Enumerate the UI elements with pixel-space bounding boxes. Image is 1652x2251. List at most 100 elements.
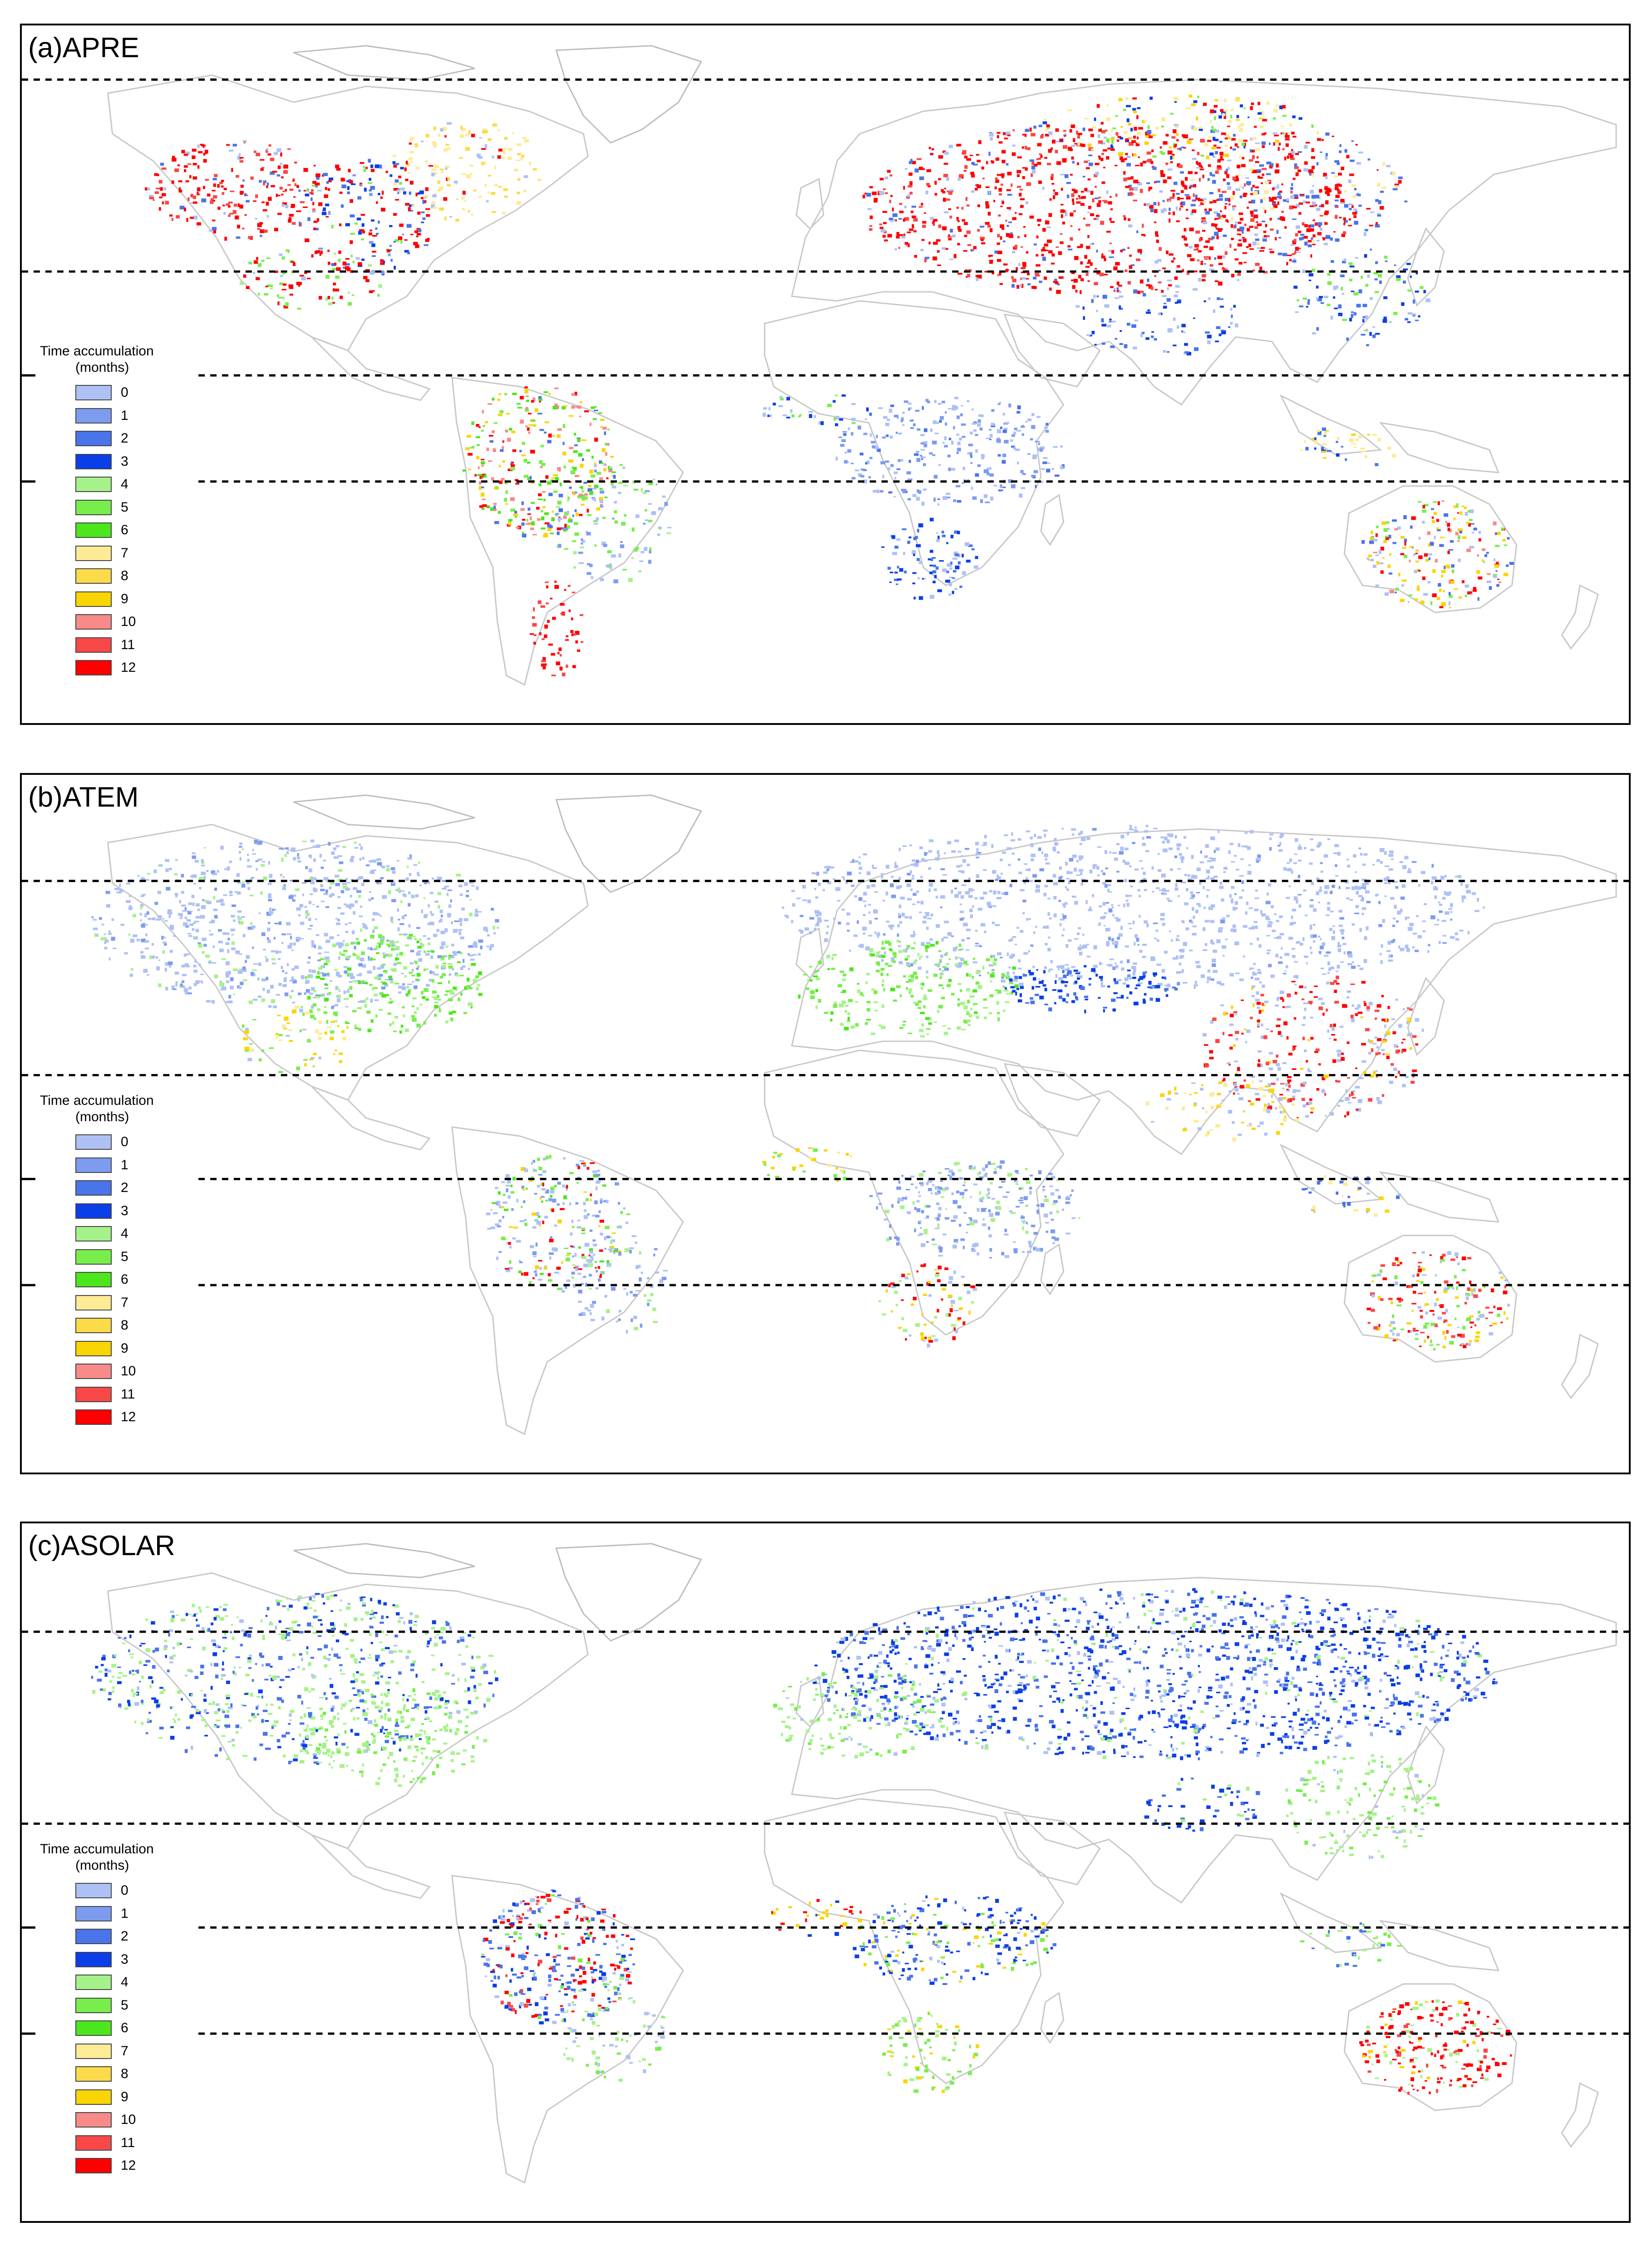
land-outline xyxy=(1561,584,1599,650)
land-outline xyxy=(311,1086,431,1151)
legend-label: 6 xyxy=(121,1272,128,1287)
legend-label: 11 xyxy=(121,1386,135,1402)
legend-swatch xyxy=(75,2066,112,2082)
legend: Time accumulation (months) 0 1 2 3 4 5 6 7 8 9 10 1… xyxy=(40,1841,222,2177)
world-basemap xyxy=(107,794,1617,1435)
land-outline xyxy=(1343,1235,1518,1363)
land-outline xyxy=(1003,1811,1101,1886)
legend-label: 12 xyxy=(121,660,136,675)
legend-rows: 0 1 2 3 4 5 6 7 8 9 10 11 12 xyxy=(40,1879,222,2177)
legend-swatch xyxy=(75,2043,112,2059)
legend-label: 3 xyxy=(121,1203,128,1218)
land-outline xyxy=(555,45,702,144)
legend-item: 0 xyxy=(40,381,222,404)
legend-item: 1 xyxy=(40,1154,222,1177)
legend-swatch xyxy=(75,499,112,515)
legend-swatch xyxy=(75,1295,112,1310)
legend-label: 8 xyxy=(121,568,128,584)
land-outline xyxy=(1040,1243,1065,1295)
legend-rows: 0 1 2 3 4 5 6 7 8 9 10 11 12 xyxy=(40,1131,222,1429)
legend-swatch xyxy=(75,1180,112,1196)
legend-item: 5 xyxy=(40,1246,222,1269)
land-outline xyxy=(107,1572,589,1850)
legend-item: 9 xyxy=(40,2086,222,2109)
land-outline xyxy=(1040,1992,1065,2044)
legend-swatch xyxy=(75,1386,112,1402)
land-outline xyxy=(795,177,824,230)
legend-swatch xyxy=(75,1906,112,1921)
legend-swatch xyxy=(75,2135,112,2151)
latitude-lines xyxy=(22,78,1629,483)
land-outline xyxy=(1407,1725,1445,1805)
legend-item: 11 xyxy=(40,2132,222,2155)
legend-item: 9 xyxy=(40,1337,222,1360)
legend-swatch xyxy=(75,431,112,447)
legend-item: 9 xyxy=(40,588,222,611)
land-outline xyxy=(1561,2082,1599,2148)
legend-label: 10 xyxy=(121,614,136,630)
land-outline xyxy=(1003,1063,1101,1137)
land-outline xyxy=(1279,394,1383,455)
legend-label: 2 xyxy=(121,431,128,446)
legend-item: 10 xyxy=(40,1360,222,1383)
legend-swatch xyxy=(75,1203,112,1219)
land-outline xyxy=(451,377,684,686)
legend-swatch xyxy=(75,408,112,424)
legend-swatch xyxy=(75,1272,112,1288)
legend-item: 6 xyxy=(40,519,222,542)
legend-title: Time accumulation xyxy=(40,1093,154,1108)
latitude-lines xyxy=(22,1630,1629,2035)
legend-item: 12 xyxy=(40,2154,222,2177)
legend-subtitle: (months) xyxy=(75,1858,129,1873)
legend-title: Time accumulation xyxy=(40,1842,154,1857)
land-outline xyxy=(1279,1892,1383,1953)
legend-item: 3 xyxy=(40,450,222,473)
legend-swatch xyxy=(75,385,112,401)
legend-swatch xyxy=(75,1409,112,1425)
land-outline xyxy=(1040,494,1065,546)
legend-item: 11 xyxy=(40,1383,222,1406)
world-basemap xyxy=(107,1543,1617,2184)
legend-swatch xyxy=(75,1249,112,1265)
legend-swatch xyxy=(75,568,112,584)
legend-label: 11 xyxy=(121,2135,135,2150)
land-outline xyxy=(555,1543,702,1642)
legend-swatch xyxy=(75,545,112,561)
legend-item: 7 xyxy=(40,542,222,565)
land-outline xyxy=(791,79,1617,406)
legend-label: 1 xyxy=(121,1157,128,1172)
land-outline xyxy=(555,794,702,893)
legend-label: 0 xyxy=(121,1883,128,1898)
legend-swatch xyxy=(75,2112,112,2128)
legend-swatch xyxy=(75,1340,112,1356)
legend-item: 12 xyxy=(40,656,222,680)
land-outline xyxy=(1379,422,1499,473)
legend-swatch xyxy=(75,1883,112,1899)
legend-swatch xyxy=(75,660,112,676)
legend-label: 1 xyxy=(121,408,128,423)
legend-label: 7 xyxy=(121,545,128,561)
legend-label: 0 xyxy=(121,385,128,400)
legend-item: 10 xyxy=(40,2108,222,2132)
legend-subtitle: (months) xyxy=(75,1109,129,1124)
land-outline xyxy=(451,1875,684,2184)
land-outline xyxy=(791,1576,1617,1904)
legend-label: 9 xyxy=(121,591,128,606)
legend-swatch xyxy=(75,614,112,630)
accumulation-pattern xyxy=(144,94,1514,677)
legend-item: 8 xyxy=(40,565,222,588)
legend-swatch xyxy=(75,453,112,469)
legend-label: 5 xyxy=(121,499,128,515)
accumulation-pattern xyxy=(91,1588,1512,2095)
map-apre xyxy=(22,45,1629,686)
legend: Time accumulation (months) 0 1 2 3 4 5 6 7 8 9 10 1… xyxy=(40,1093,222,1429)
legend-item: 5 xyxy=(40,496,222,519)
land-outline xyxy=(1343,485,1518,613)
map-atem xyxy=(22,794,1629,1435)
legend-label: 2 xyxy=(121,1929,128,1944)
legend-item: 6 xyxy=(40,2017,222,2040)
accumulation-pattern xyxy=(91,824,1510,1351)
legend-label: 5 xyxy=(121,1249,128,1264)
land-outline xyxy=(293,794,475,830)
legend-swatch xyxy=(75,1997,112,2013)
